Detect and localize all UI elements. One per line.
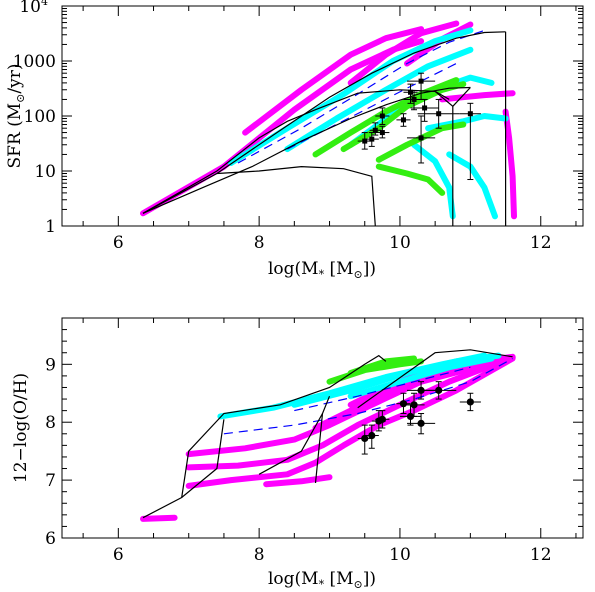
y-tick-label: 100: [24, 107, 56, 127]
envelope-line: [142, 89, 450, 214]
model-band-cyan: [284, 46, 474, 153]
data-marker: [411, 96, 417, 102]
x-tick-label: 8: [254, 545, 265, 565]
sfr-plot-area: [140, 20, 517, 227]
y-tick-label: 7: [45, 471, 56, 491]
sfr-ticks: 6 8 10 12 1 10 100 1000 104: [13, 0, 583, 253]
y-tick-label: 1000: [13, 52, 56, 72]
model-band-magenta: [185, 354, 516, 471]
metallicity-x-axis-label: log(M* [M⊙]): [268, 569, 376, 591]
envelope-line: [181, 354, 387, 498]
data-point: [357, 132, 372, 150]
x-tick-label: 12: [530, 233, 552, 253]
data-marker: [362, 138, 368, 144]
data-marker: [379, 130, 385, 136]
y-tick-label: 104: [19, 0, 48, 17]
data-point: [406, 115, 436, 164]
data-point: [375, 410, 390, 429]
model-band-cyan: [347, 355, 495, 400]
dashed-model-line: [223, 357, 513, 435]
envelope-line: [258, 413, 324, 475]
metallicity-panel: 6 8 10 12 6 7 8 9 12−log(O/H) log(M* [M⊙]): [11, 317, 584, 591]
data-marker: [422, 105, 428, 111]
y-tick-label: 8: [45, 413, 56, 433]
metallicity-plot-area: [140, 349, 516, 522]
x-tick-label: 8: [254, 233, 265, 253]
dashed-model-line: [237, 29, 485, 164]
data-marker: [400, 117, 406, 123]
model-band-magenta: [242, 26, 425, 136]
data-marker: [399, 400, 408, 408]
sfr-y-axis-label: SFR (M⊙/yr): [5, 64, 27, 169]
data-point: [421, 381, 457, 400]
model-band-magenta: [347, 20, 460, 86]
metallicity-y-axis-label: 12−log(O/H): [11, 373, 31, 483]
model-band-magenta: [502, 108, 517, 220]
data-point: [459, 392, 481, 412]
x-tick-label: 6: [113, 233, 124, 253]
data-marker: [408, 89, 414, 95]
data-point: [375, 107, 390, 126]
data-point: [396, 392, 411, 415]
data-marker: [368, 431, 376, 440]
data-marker: [435, 386, 443, 394]
data-point: [410, 98, 439, 122]
data-point: [417, 98, 460, 129]
data-marker: [410, 401, 418, 409]
data-marker: [417, 419, 425, 427]
data-point: [399, 404, 422, 426]
y-tick-label: 1: [45, 217, 56, 237]
data-marker: [466, 398, 474, 406]
y-tick-label: 6: [45, 529, 56, 549]
envelope-line: [452, 87, 471, 107]
data-point: [375, 125, 390, 139]
data-marker: [418, 78, 424, 84]
data-point: [364, 132, 379, 147]
data-marker: [361, 434, 369, 443]
x-tick-label: 12: [530, 545, 552, 565]
model-band-magenta: [439, 90, 516, 103]
data-marker: [369, 136, 375, 142]
data-marker: [379, 113, 385, 119]
data-marker: [418, 135, 424, 141]
data-marker: [467, 111, 473, 117]
model-band-magenta: [263, 474, 333, 488]
sfr-x-axis-label: log(M* [M⊙]): [268, 259, 376, 281]
data-marker: [436, 111, 442, 117]
model-band-green: [375, 163, 446, 196]
data-point: [357, 424, 372, 455]
model-band-green: [312, 77, 460, 158]
data-marker: [378, 415, 386, 423]
model-band-magenta: [185, 355, 516, 489]
y-tick-label: 9: [45, 355, 56, 375]
x-tick-label: 10: [389, 233, 411, 253]
data-marker: [372, 127, 378, 133]
data-point: [396, 113, 411, 127]
metallicity-ticks: 6 8 10 12 6 7 8 9: [45, 317, 583, 565]
envelope-line: [142, 86, 471, 214]
envelope-line: [142, 419, 225, 519]
y-tick-label: 10: [34, 162, 56, 182]
x-tick-label: 10: [389, 545, 411, 565]
data-point: [364, 424, 379, 449]
model-band-magenta: [140, 514, 178, 522]
data-point: [459, 102, 481, 181]
model-band-cyan: [446, 151, 498, 220]
model-band-cyan: [411, 141, 456, 220]
envelope-line: [216, 165, 376, 227]
data-point: [406, 413, 436, 435]
model-band-cyan: [228, 27, 474, 166]
data-point: [403, 392, 425, 417]
x-tick-label: 6: [113, 545, 124, 565]
metallicity-frame: [61, 317, 584, 539]
envelope-line: [357, 349, 513, 409]
data-point: [403, 83, 418, 104]
sfr-panel: 6 8 10 12 1 10 100 1000 104 SFR (M⊙/yr) log(M* […: [5, 0, 584, 281]
envelope-line: [142, 31, 506, 214]
data-marker: [406, 412, 415, 421]
